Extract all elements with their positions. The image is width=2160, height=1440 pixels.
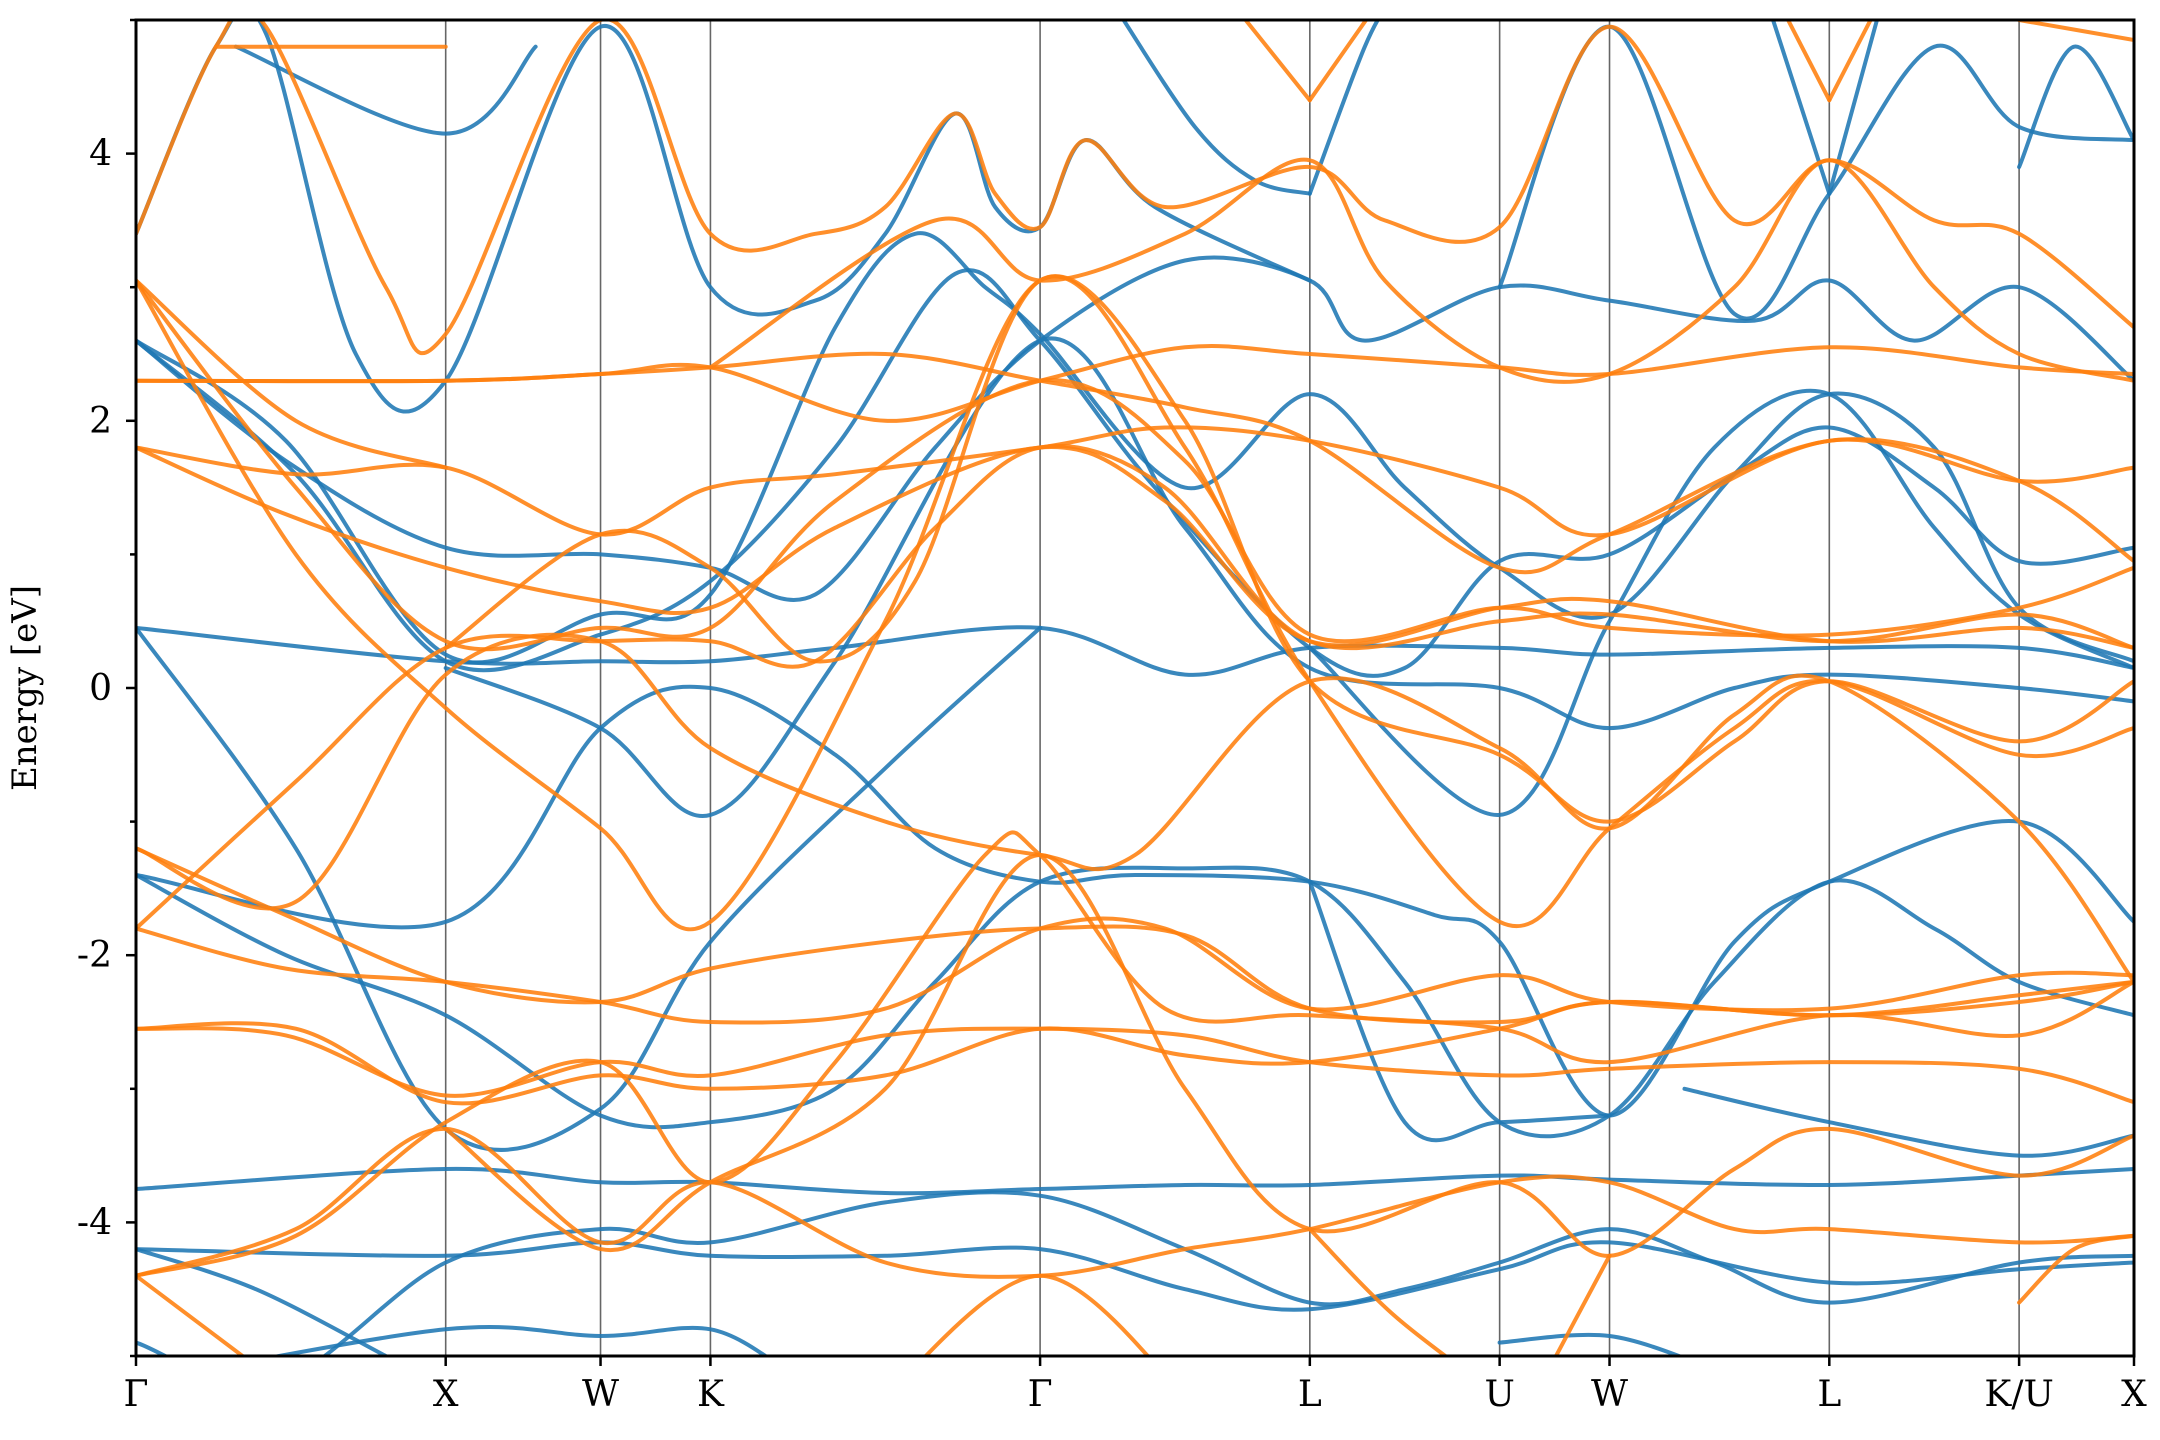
band-line bbox=[136, 344, 2134, 423]
x-tick-label: Γ bbox=[124, 1374, 149, 1415]
x-tick-label: X bbox=[433, 1374, 459, 1415]
band-line bbox=[922, 1273, 1151, 1356]
band-line bbox=[1307, 879, 1612, 1143]
band-line bbox=[233, 44, 538, 136]
band-line bbox=[136, 1166, 2134, 1196]
x-tick-label: W bbox=[582, 1374, 619, 1415]
band-line bbox=[136, 445, 2134, 650]
band-line bbox=[1827, 20, 1873, 103]
x-axis-ticks: Γ X W K Γ L U W L K/U X bbox=[124, 1356, 2147, 1415]
x-tick-label: Γ bbox=[1028, 1374, 1053, 1415]
band-curves bbox=[136, 20, 2134, 1356]
band-line bbox=[136, 916, 2134, 1025]
band-line bbox=[1785, 20, 1832, 103]
band-line bbox=[1827, 20, 1880, 196]
band-line bbox=[1243, 20, 1312, 103]
y-tick-label: -4 bbox=[77, 1202, 112, 1243]
band-line bbox=[1121, 20, 1312, 196]
band-line bbox=[2017, 1233, 2134, 1305]
y-tick-label: 0 bbox=[89, 668, 112, 709]
band-line bbox=[136, 1126, 2134, 1279]
band-line bbox=[1497, 1332, 1685, 1356]
band-line bbox=[136, 20, 2134, 356]
band-line bbox=[136, 625, 2134, 677]
band-line bbox=[136, 274, 2134, 932]
band-line bbox=[136, 632, 2134, 984]
band-line bbox=[1497, 24, 2134, 321]
x-tick-label: U bbox=[1484, 1374, 1514, 1415]
y-tick-label: 4 bbox=[89, 134, 112, 175]
band-line bbox=[136, 1026, 2134, 1105]
y-axis-ticks: 4 2 0 -2 -4 bbox=[77, 18, 136, 1358]
band-series-1 bbox=[136, 20, 2134, 1356]
band-line bbox=[2017, 44, 2134, 169]
band-line bbox=[1682, 1086, 2134, 1158]
band-series-0 bbox=[136, 20, 2134, 1356]
y-tick-label: -2 bbox=[77, 935, 112, 976]
band-line bbox=[1307, 388, 2134, 817]
y-axis-label: Energy [eV] bbox=[5, 585, 45, 791]
y-tick-label: 2 bbox=[89, 401, 112, 442]
band-line bbox=[136, 1240, 2134, 1312]
x-tick-label: L bbox=[1817, 1374, 1841, 1415]
x-tick-label: K bbox=[697, 1374, 725, 1415]
band-line bbox=[136, 830, 2134, 1278]
band-line bbox=[136, 278, 2134, 652]
band-line bbox=[1307, 20, 1381, 196]
band-line bbox=[1307, 1227, 1449, 1356]
x-tick-label: L bbox=[1298, 1374, 1322, 1415]
band-line bbox=[136, 255, 2134, 602]
band-line bbox=[136, 268, 2134, 678]
band-line bbox=[136, 278, 448, 470]
band-line bbox=[1553, 1253, 1612, 1356]
x-tick-label: K/U bbox=[1984, 1374, 2053, 1415]
band-line bbox=[136, 625, 1043, 1152]
band-line bbox=[443, 853, 2134, 1258]
band-line bbox=[136, 979, 2134, 1106]
band-line bbox=[1770, 20, 1832, 196]
band-line bbox=[136, 1247, 388, 1356]
band-line bbox=[708, 157, 2134, 384]
band-line bbox=[136, 684, 2134, 1118]
band-line bbox=[443, 336, 2134, 819]
band-line bbox=[136, 846, 2134, 1025]
band-line bbox=[136, 231, 2134, 665]
x-tick-label: X bbox=[2121, 1374, 2147, 1415]
band-line bbox=[1307, 20, 1369, 103]
x-tick-label: W bbox=[1591, 1374, 1628, 1415]
band-line bbox=[136, 20, 1312, 414]
band-line bbox=[2017, 20, 2134, 42]
band-line bbox=[136, 1273, 246, 1356]
band-line bbox=[443, 274, 2134, 824]
plot-frame bbox=[134, 18, 2136, 1358]
